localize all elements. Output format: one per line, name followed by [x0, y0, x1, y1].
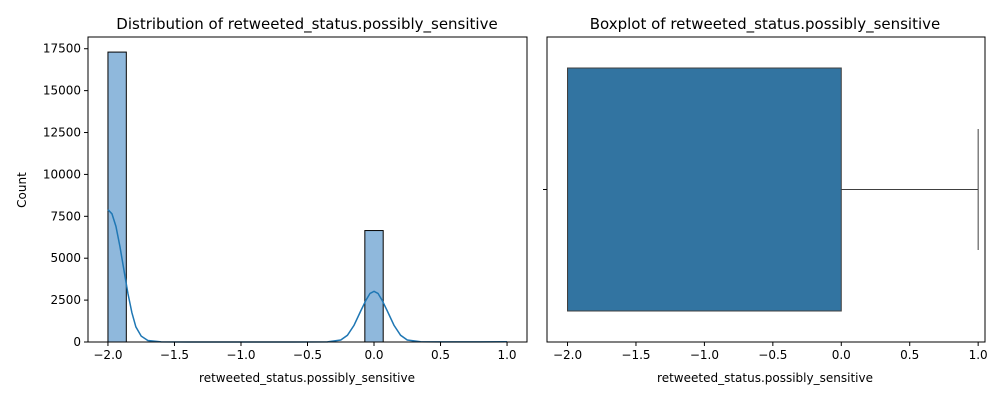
histogram-x-tick-label-4: 0.0	[364, 348, 383, 362]
boxplot-x-tick-label-6: 1.0	[969, 348, 988, 362]
histogram-y-tick-label-6: 15000	[43, 84, 81, 98]
boxplot-axes-frame	[546, 36, 986, 343]
histogram-x-tick-label-3: −0.5	[293, 348, 322, 362]
histogram-chart: Distribution of retweeted_status.possibl…	[15, 15, 528, 385]
histogram-x-tick-label-0: −2.0	[93, 348, 122, 362]
histogram-x-tick-label-5: 0.5	[431, 348, 450, 362]
histogram-title: Distribution of retweeted_status.possibl…	[116, 15, 497, 34]
boxplot-title: Boxplot of retweeted_status.possibly_sen…	[590, 15, 941, 34]
histogram-y-tick-label-7: 17500	[43, 42, 81, 56]
histogram-bar-1	[364, 230, 384, 343]
boxplot-x-tick-label-0: −2.0	[553, 348, 582, 362]
boxplot-x-tick-label-4: 0.0	[832, 348, 851, 362]
histogram-y-tick-label-0: 0	[73, 335, 81, 349]
boxplot-x-tick-label-2: −1.0	[690, 348, 719, 362]
histogram-y-axis-label: Count	[15, 172, 29, 208]
histogram-axes-frame	[87, 36, 528, 343]
histogram-x-axis-label: retweeted_status.possibly_sensitive	[199, 371, 415, 385]
histogram-y-tick-label-2: 5000	[50, 251, 81, 265]
boxplot-x-tick-label-3: −0.5	[758, 348, 787, 362]
histogram-bar-0	[107, 51, 127, 343]
boxplot-x-tick-label-5: 0.5	[900, 348, 919, 362]
boxplot-box	[567, 67, 842, 312]
histogram-y-tick-label-3: 7500	[50, 209, 81, 223]
boxplot-x-axis-label: retweeted_status.possibly_sensitive	[657, 371, 873, 385]
histogram-y-tick-label-1: 2500	[50, 293, 81, 307]
kde-line	[107, 209, 508, 343]
boxplot-x-tick-label-1: −1.5	[621, 348, 650, 362]
histogram-x-tick-label-2: −1.0	[226, 348, 255, 362]
histogram-y-tick-label-5: 12500	[43, 126, 81, 140]
histogram-x-tick-label-6: 1.0	[497, 348, 516, 362]
boxplot-chart: Boxplot of retweeted_status.possibly_sen…	[543, 15, 988, 385]
histogram-x-tick-label-1: −1.5	[160, 348, 189, 362]
histogram-y-tick-label-4: 10000	[43, 167, 81, 181]
